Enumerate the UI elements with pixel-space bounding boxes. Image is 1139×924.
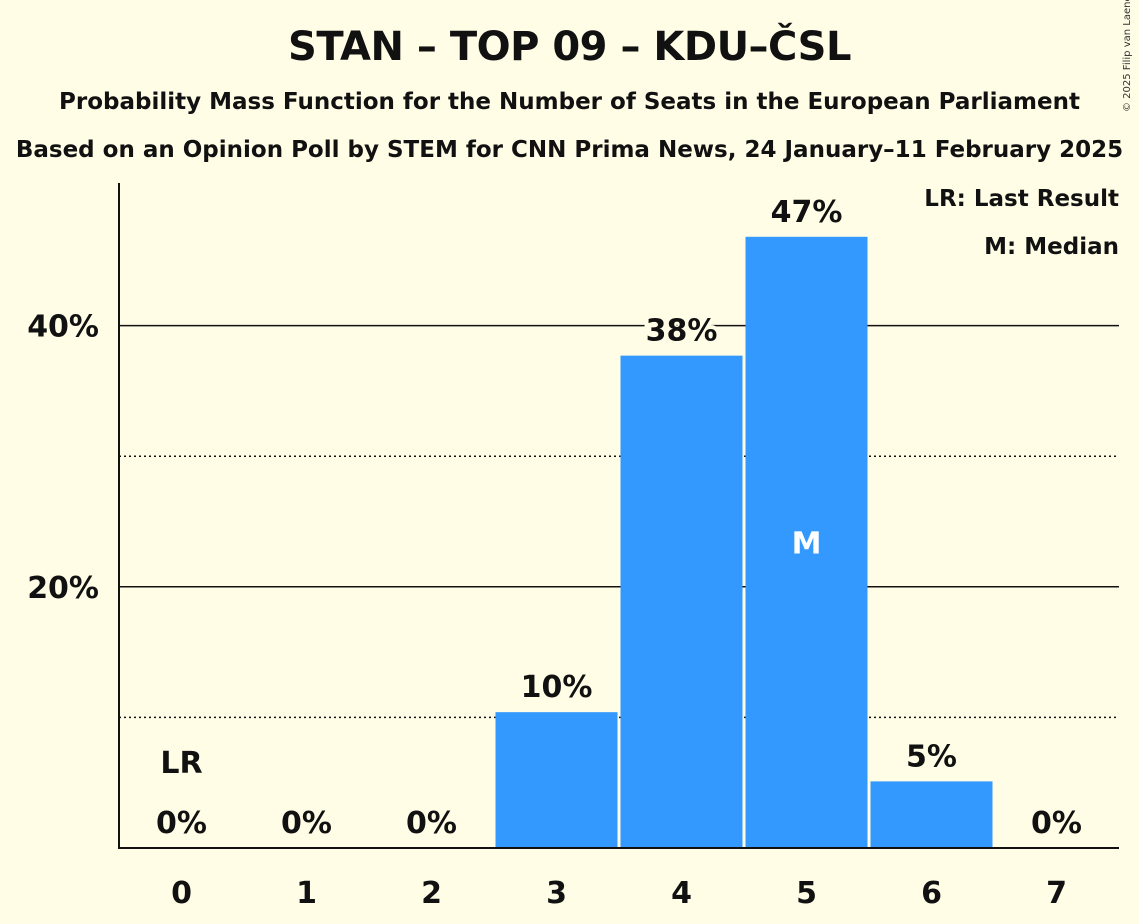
x-tick-label: 3: [546, 876, 567, 911]
data-label: 47%: [771, 195, 843, 230]
legend-median: M: Median: [984, 234, 1119, 260]
data-label: 0%: [281, 806, 332, 841]
x-tick-label: 2: [421, 876, 442, 911]
legend-last-result: LR: Last Result: [924, 186, 1119, 212]
x-tick-label: 0: [171, 876, 192, 911]
x-tick-label: 1: [296, 876, 317, 911]
bar: [495, 712, 618, 848]
x-tick-label: 5: [796, 876, 817, 911]
y-tick-label: 40%: [27, 310, 99, 345]
x-tick-label: 4: [671, 876, 692, 911]
data-label: 5%: [906, 739, 957, 774]
chart-subtitle: Probability Mass Function for the Number…: [59, 89, 1080, 115]
bar: [745, 236, 868, 849]
data-label: 38%: [646, 314, 718, 349]
data-label: 10%: [521, 670, 593, 705]
data-label: 0%: [1031, 806, 1082, 841]
chart-source: Based on an Opinion Poll by STEM for CNN…: [15, 137, 1124, 163]
x-tick-label: 7: [1046, 876, 1067, 911]
bar: [620, 355, 743, 848]
x-tick-label: 6: [921, 876, 942, 911]
y-tick-label: 20%: [27, 571, 99, 606]
median-marker: M: [792, 526, 822, 561]
chart-title: STAN – TOP 09 – KDU–ČSL: [288, 24, 851, 70]
data-label: 0%: [156, 806, 207, 841]
last-result-marker: LR: [160, 746, 202, 781]
bar: [870, 781, 993, 848]
data-label: 0%: [406, 806, 457, 841]
